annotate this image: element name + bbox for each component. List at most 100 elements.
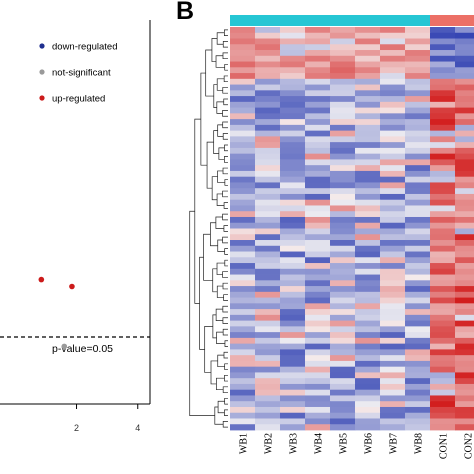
heatmap-cell xyxy=(255,101,281,108)
heatmap-cell xyxy=(355,147,381,155)
heatmap-cell xyxy=(405,136,431,143)
heatmap-cell xyxy=(455,343,474,350)
heatmap-cell xyxy=(280,274,306,281)
heatmap-cell xyxy=(255,406,281,414)
heatmap-cell xyxy=(305,153,331,160)
heatmap-cell xyxy=(230,326,256,333)
heatmap-cell xyxy=(355,303,381,310)
heatmap-cell xyxy=(455,228,474,235)
heatmap-cell xyxy=(305,73,331,80)
heatmap-cell xyxy=(355,73,381,80)
heatmap-cell xyxy=(280,337,306,345)
heatmap-cell xyxy=(255,119,281,126)
data-point-up-regulated xyxy=(69,283,75,290)
column-label: WB1 xyxy=(239,433,250,454)
heatmap-cell xyxy=(280,401,306,408)
heatmap-cell xyxy=(455,366,474,373)
heatmap-cell xyxy=(405,182,431,189)
heatmap-cell xyxy=(305,50,331,57)
heatmap-cell xyxy=(355,314,381,322)
heatmap-cell xyxy=(230,55,256,62)
heatmap-cell xyxy=(380,406,406,414)
heatmap-cell xyxy=(255,268,281,275)
dendrogram-branch xyxy=(223,75,228,83)
heatmap-cell xyxy=(255,240,281,247)
heatmap-cell xyxy=(280,412,306,419)
heatmap-cell xyxy=(330,78,356,85)
heatmap-cell xyxy=(380,38,406,45)
heatmap-cell xyxy=(280,119,306,126)
dendrogram-branch xyxy=(222,236,228,244)
heatmap-cell xyxy=(405,170,431,178)
heatmap-cell xyxy=(430,366,456,373)
column-label: WB8 xyxy=(414,433,425,454)
heatmap-cell xyxy=(230,406,256,414)
heatmap-cell xyxy=(330,142,356,149)
heatmap-cell xyxy=(430,44,456,51)
threshold-label: p-value=0.05 xyxy=(52,343,113,355)
dendrogram-branch xyxy=(213,130,219,155)
heatmap-cell xyxy=(280,73,306,80)
heatmap-cell xyxy=(380,73,406,80)
legend-label: up-regulated xyxy=(52,94,105,105)
heatmap-cell xyxy=(330,337,356,345)
heatmap-cell xyxy=(330,96,356,103)
heatmap-cell xyxy=(280,389,306,396)
heatmap-cell xyxy=(330,326,356,333)
heatmap-cell xyxy=(355,234,381,241)
heatmap-cell xyxy=(455,309,474,316)
legend-label: down-regulated xyxy=(52,42,118,53)
heatmap-cell xyxy=(230,320,256,327)
heatmap-cell xyxy=(405,142,431,149)
heatmap-cell xyxy=(330,228,356,235)
dendrogram-branch xyxy=(222,110,228,117)
heatmap-cell xyxy=(355,412,381,419)
heatmap-cells xyxy=(230,27,474,431)
heatmap-cell xyxy=(280,263,306,270)
heatmap-cell xyxy=(380,378,406,385)
heatmap-cell xyxy=(430,136,456,143)
heatmap-cell xyxy=(355,176,381,183)
heatmap-cell xyxy=(380,78,406,85)
dendrogram-branch xyxy=(222,421,228,428)
heatmap-cell xyxy=(280,170,306,178)
heatmap-cell xyxy=(230,188,256,195)
heatmap-cell xyxy=(430,274,456,281)
heatmap-cell xyxy=(405,395,431,402)
heatmap-cell xyxy=(330,234,356,241)
heatmap-cell xyxy=(430,378,456,385)
heatmap-cell xyxy=(430,113,456,120)
heatmap-cell xyxy=(280,372,306,379)
heatmap-cell xyxy=(305,320,331,327)
heatmap-cell xyxy=(305,349,331,356)
heatmap-cell xyxy=(430,165,456,172)
heatmap-cell xyxy=(230,291,256,298)
heatmap-cell xyxy=(230,337,256,345)
heatmap-cell xyxy=(455,107,474,114)
heatmap-cell xyxy=(430,159,456,166)
heatmap-cell xyxy=(355,257,381,264)
dendrogram-branch xyxy=(223,294,228,301)
heatmap-cell xyxy=(230,130,256,137)
column-label: CON2 xyxy=(464,433,474,459)
heatmap-cell xyxy=(305,205,331,212)
heatmap-cell xyxy=(255,32,281,39)
heatmap-cell xyxy=(230,96,256,103)
heatmap-cell xyxy=(405,263,431,270)
heatmap-cell xyxy=(280,176,306,183)
heatmap-cell xyxy=(230,50,256,57)
heatmap-cell xyxy=(230,176,256,183)
dendrogram-branch xyxy=(215,55,225,68)
heatmap-cell xyxy=(430,401,456,408)
heatmap-cell xyxy=(405,309,431,316)
heatmap-cell xyxy=(230,153,256,160)
heatmap-cell xyxy=(230,27,256,34)
heatmap-cell xyxy=(355,372,381,379)
heatmap-cell xyxy=(230,349,256,356)
heatmap-cell xyxy=(380,228,406,235)
heatmap-cell xyxy=(280,130,306,137)
heatmap-cell xyxy=(330,245,356,252)
heatmap-cell xyxy=(380,320,406,327)
heatmap-cell xyxy=(455,38,474,45)
heatmap-cell xyxy=(280,234,306,241)
